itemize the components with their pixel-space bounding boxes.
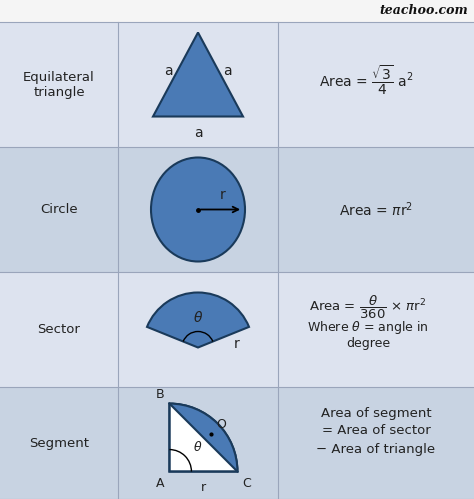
Text: Circle: Circle [40, 203, 78, 216]
Text: Where $\theta$ = angle in: Where $\theta$ = angle in [307, 319, 429, 336]
Text: O: O [216, 418, 226, 431]
Text: degree: degree [346, 337, 390, 350]
Text: r: r [234, 337, 240, 351]
Text: r: r [201, 481, 206, 494]
Text: A: A [156, 477, 164, 490]
Polygon shape [153, 32, 243, 116]
Bar [0, 272, 474, 387]
Polygon shape [169, 404, 237, 472]
Text: $\theta$: $\theta$ [193, 309, 203, 324]
Text: r: r [219, 188, 225, 202]
Text: teachoo.com: teachoo.com [379, 4, 468, 17]
Ellipse shape [151, 158, 245, 261]
Text: a: a [223, 63, 231, 77]
Text: Area = $\pi$r$^{2}$: Area = $\pi$r$^{2}$ [339, 200, 413, 219]
Text: B: B [156, 388, 164, 401]
Bar [0, 22, 474, 147]
Bar [0, 147, 474, 272]
Wedge shape [147, 292, 249, 347]
Text: C: C [242, 477, 251, 490]
Text: Sector: Sector [37, 323, 81, 336]
Text: Equilateral
triangle: Equilateral triangle [23, 70, 95, 98]
Text: a: a [194, 126, 202, 140]
Text: $\theta$: $\theta$ [193, 440, 203, 454]
Text: = Area of sector: = Area of sector [322, 425, 430, 438]
Wedge shape [169, 404, 237, 472]
Text: Area = $\dfrac{\theta}{360}$ × $\pi$r$^{2}$: Area = $\dfrac{\theta}{360}$ × $\pi$r$^{… [310, 294, 427, 321]
Text: a: a [164, 63, 173, 77]
Bar [0, 0, 474, 22]
Bar [0, 387, 474, 499]
Text: Area = $\dfrac{\sqrt{3}}{4}$ a$^{2}$: Area = $\dfrac{\sqrt{3}}{4}$ a$^{2}$ [319, 64, 413, 97]
Text: − Area of triangle: − Area of triangle [317, 443, 436, 456]
Text: Segment: Segment [29, 437, 89, 450]
Text: Area of segment: Area of segment [321, 407, 431, 420]
